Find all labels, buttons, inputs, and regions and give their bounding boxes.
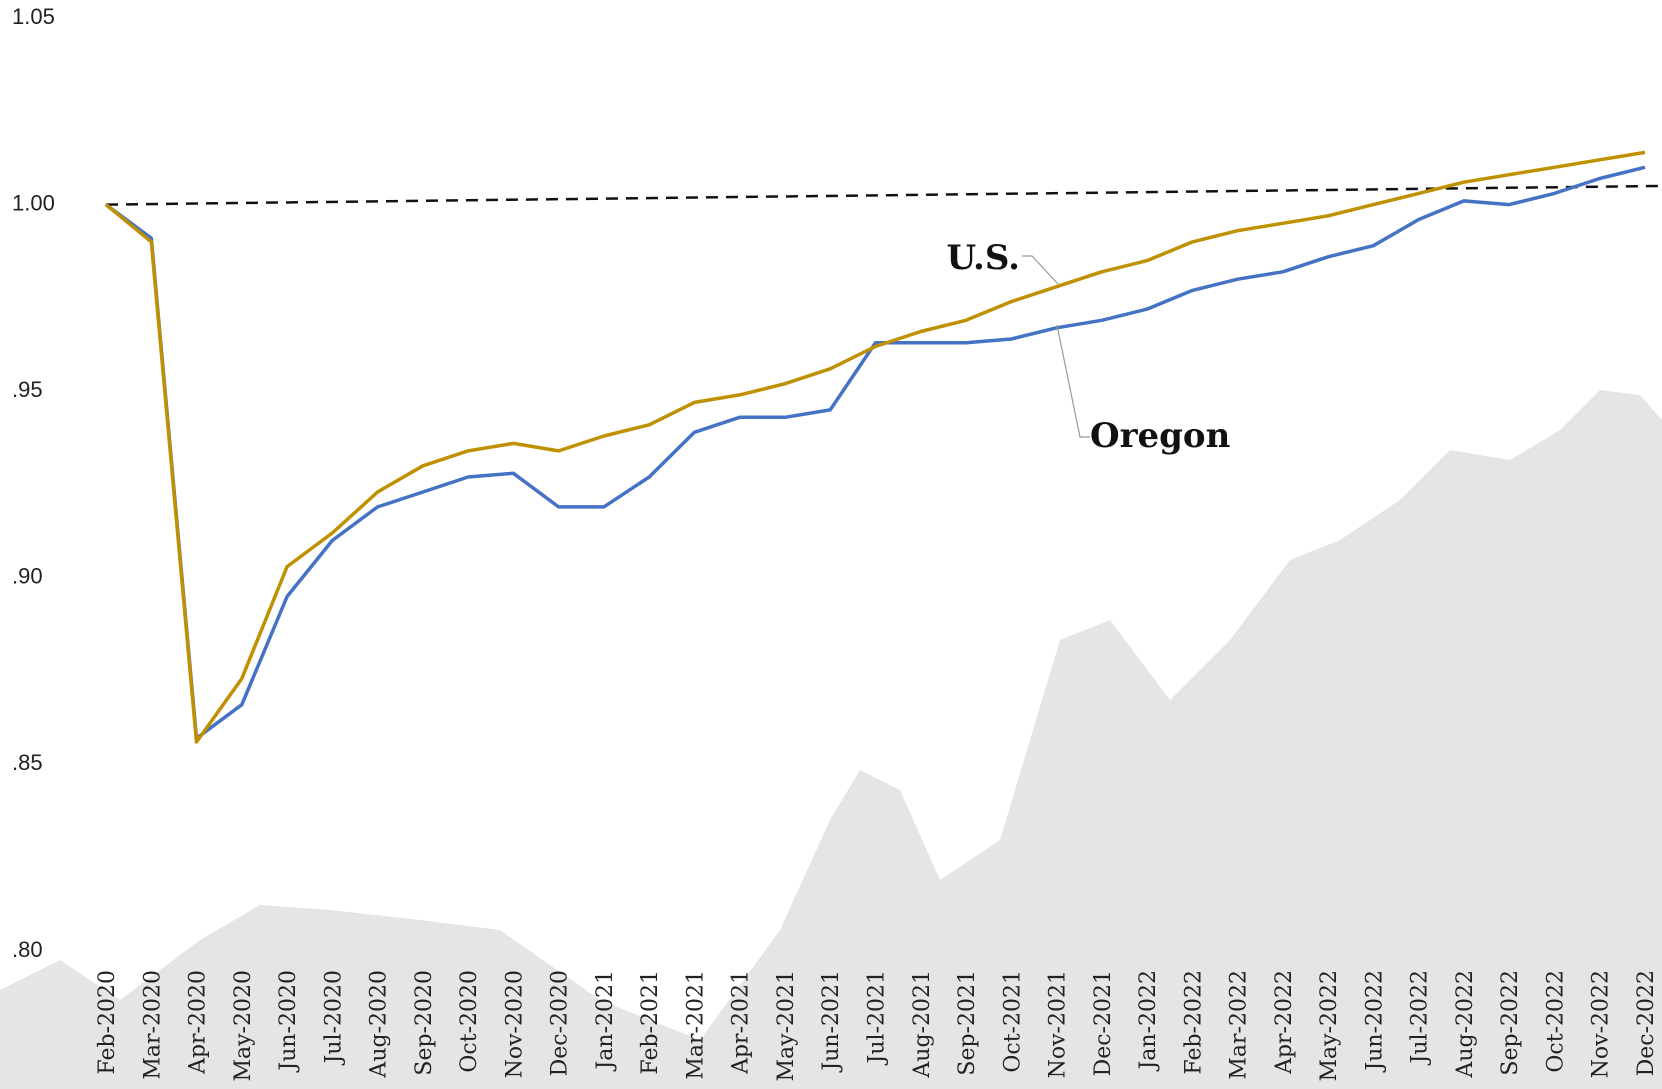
x-tick-label: Oct-2022 <box>1543 970 1568 1073</box>
x-tick-label: Jul-2020 <box>321 970 346 1065</box>
tree-silhouette <box>0 390 1662 1089</box>
x-tick-label: Sep-2020 <box>412 970 437 1076</box>
x-tick-label: Apr-2022 <box>1272 970 1297 1075</box>
x-tick-label: Dec-2020 <box>548 970 573 1076</box>
series-line <box>104 150 1646 744</box>
y-tick-label: .80 <box>12 937 43 962</box>
x-tick-label: Mar-2020 <box>140 970 165 1080</box>
y-tick-label: 1.05 <box>12 4 55 29</box>
x-tick-label: Feb-2022 <box>1181 970 1206 1075</box>
x-tick-label: Oct-2021 <box>1000 970 1025 1073</box>
x-tick-label: Jul-2021 <box>865 970 890 1065</box>
leader-line <box>1056 324 1090 438</box>
x-tick-label: Jun-2020 <box>276 970 301 1073</box>
x-tick-label: Dec-2021 <box>1091 970 1116 1076</box>
series-line <box>104 165 1646 741</box>
y-tick-label: .90 <box>12 564 43 589</box>
x-tick-label: Aug-2021 <box>910 970 935 1079</box>
x-tick-label: Jan-2021 <box>593 970 618 1072</box>
y-tick-label: .95 <box>12 377 43 402</box>
x-tick-label: May-2021 <box>774 970 799 1082</box>
x-tick-label: Apr-2020 <box>186 970 211 1075</box>
x-tick-label: Jan-2022 <box>1136 970 1161 1072</box>
y-tick-label: 1.00 <box>12 190 55 215</box>
x-tick-label: May-2020 <box>231 970 256 1082</box>
x-tick-label: Oct-2020 <box>457 970 482 1073</box>
x-tick-label: Dec-2022 <box>1634 970 1659 1076</box>
y-tick-label: .85 <box>12 750 43 775</box>
series-label: Oregon <box>1090 416 1230 456</box>
x-tick-label: Mar-2021 <box>683 970 708 1080</box>
x-tick-label: Sep-2022 <box>1498 970 1523 1076</box>
reference-line <box>105 184 1662 206</box>
series-label: U.S. <box>946 238 1020 278</box>
x-tick-label: Apr-2021 <box>729 970 754 1075</box>
x-tick-label: Aug-2022 <box>1453 970 1478 1079</box>
x-tick-label: Nov-2022 <box>1589 970 1614 1078</box>
x-tick-label: Aug-2020 <box>367 970 392 1079</box>
background-trees <box>0 390 1662 1089</box>
x-tick-label: Jul-2022 <box>1408 970 1433 1065</box>
x-tick-label: May-2022 <box>1317 970 1342 1082</box>
x-tick-label: Mar-2022 <box>1227 970 1252 1080</box>
leader-line <box>1022 255 1059 285</box>
x-tick-label: Sep-2021 <box>955 970 980 1076</box>
x-tick-label: Jun-2021 <box>819 970 844 1073</box>
x-tick-label: Nov-2021 <box>1046 970 1071 1078</box>
x-tick-label: Feb-2021 <box>638 970 663 1075</box>
x-tick-label: Jun-2022 <box>1362 970 1387 1073</box>
x-tick-label: Nov-2020 <box>502 970 527 1078</box>
x-tick-label: Feb-2020 <box>95 970 120 1075</box>
